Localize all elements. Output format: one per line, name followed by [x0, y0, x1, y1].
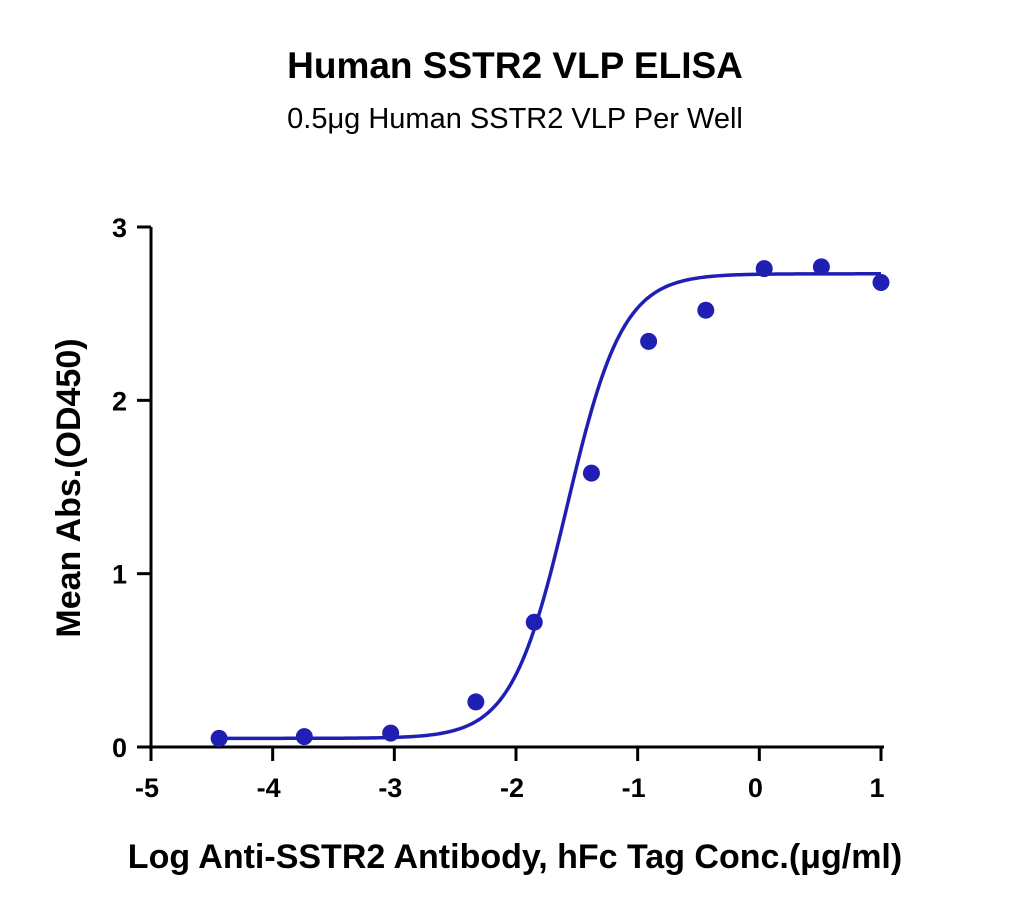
data-point [467, 693, 485, 711]
chart-title: Human SSTR2 VLP ELISA [287, 45, 743, 86]
data-point [697, 301, 715, 319]
x-tick-label: 1 [869, 773, 884, 803]
x-tick-label: 0 [748, 773, 763, 803]
data-point [210, 729, 228, 747]
data-point [755, 260, 773, 278]
fit-curve [219, 272, 881, 741]
x-tick-label: -5 [135, 773, 159, 803]
data-points [210, 258, 890, 747]
data-point [525, 613, 543, 631]
data-point [872, 273, 890, 291]
x-tick-label: -1 [622, 773, 646, 803]
y-tick-label: 0 [112, 733, 127, 763]
y-tick-label: 1 [112, 560, 127, 590]
x-axis-label: Log Anti-SSTR2 Antibody, hFc Tag Conc.(μ… [128, 838, 902, 876]
data-point [812, 258, 830, 276]
x-tick-label: -3 [378, 773, 402, 803]
data-point [382, 724, 400, 742]
y-tick-label: 2 [112, 386, 127, 416]
ticks: -5 -4 -3 -2 -1 0 1 0 1 2 3 [112, 213, 885, 803]
y-axis-label: Mean Abs.(OD450) [50, 338, 88, 637]
x-tick-label: -2 [500, 773, 524, 803]
data-point [640, 332, 658, 350]
x-tick-label: -4 [257, 773, 281, 803]
chart-subtitle: 0.5μg Human SSTR2 VLP Per Well [287, 103, 743, 135]
y-tick-label: 3 [112, 213, 127, 243]
data-point [582, 464, 600, 482]
data-point [295, 728, 313, 746]
